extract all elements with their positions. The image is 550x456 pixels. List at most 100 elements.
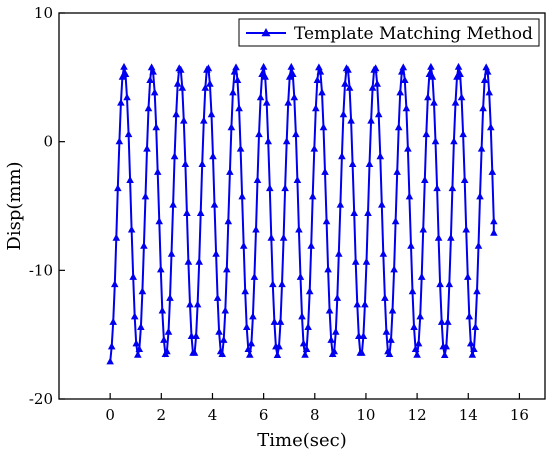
- data-point-marker: [476, 192, 484, 200]
- data-point-marker: [204, 64, 213, 72]
- data-point-marker: [218, 350, 226, 357]
- data-point-marker: [413, 350, 421, 358]
- data-point-marker: [485, 88, 493, 96]
- data-point-marker: [166, 294, 174, 301]
- data-point-marker: [348, 160, 357, 167]
- data-point-marker: [244, 345, 253, 352]
- data-point-marker: [186, 300, 194, 308]
- data-point-marker: [259, 62, 268, 70]
- data-point-marker: [126, 176, 134, 183]
- data-point-marker: [157, 265, 165, 273]
- data-point-marker: [358, 348, 366, 356]
- data-point-marker: [112, 233, 121, 241]
- x-tick-label: 2: [157, 406, 167, 424]
- data-point-marker: [338, 152, 346, 160]
- data-point-marker: [201, 83, 210, 91]
- data-point-marker: [284, 98, 292, 106]
- data-point-marker: [390, 265, 398, 273]
- data-point-marker: [408, 287, 417, 295]
- data-point-marker: [362, 257, 371, 265]
- x-tick-label: 14: [459, 406, 478, 424]
- data-point-marker: [345, 83, 354, 91]
- data-point-marker: [428, 72, 437, 80]
- data-point-marker: [292, 130, 300, 138]
- data-point-marker: [364, 209, 372, 216]
- data-point-marker: [221, 306, 229, 314]
- data-point-marker: [427, 62, 435, 70]
- data-point-marker: [462, 225, 470, 233]
- data-point-marker: [141, 192, 150, 200]
- data-point-marker: [321, 168, 329, 175]
- data-point-marker: [410, 323, 418, 330]
- data-point-marker: [312, 104, 320, 112]
- data-point-marker: [180, 116, 188, 124]
- x-tick-label: 16: [510, 406, 529, 424]
- data-point-marker: [474, 241, 483, 249]
- data-point-marker: [456, 70, 464, 77]
- data-point-marker: [441, 351, 449, 358]
- data-point-marker: [190, 348, 199, 356]
- data-point-marker: [385, 350, 394, 357]
- data-point-marker: [134, 350, 142, 358]
- data-point-marker: [468, 350, 477, 358]
- x-tick-label: 12: [408, 406, 427, 424]
- data-point-marker: [422, 130, 431, 138]
- data-point-marker: [301, 350, 309, 358]
- data-point-marker: [158, 306, 167, 314]
- data-point-marker: [421, 176, 429, 183]
- data-point-marker: [270, 317, 279, 325]
- data-point-marker: [195, 257, 203, 265]
- data-point-marker: [416, 312, 424, 320]
- data-point-marker: [411, 345, 420, 352]
- data-point-marker: [336, 200, 345, 208]
- data-point-marker: [147, 63, 156, 71]
- data-point-marker: [483, 67, 492, 75]
- data-point-marker: [430, 98, 438, 106]
- data-point-marker: [359, 332, 368, 339]
- data-point-marker: [391, 217, 400, 225]
- data-point-marker: [465, 312, 474, 320]
- data-point-marker: [470, 345, 478, 352]
- data-point-marker: [344, 65, 352, 73]
- data-point-marker: [239, 241, 248, 249]
- data-point-marker: [316, 67, 325, 75]
- data-point-marker: [487, 123, 495, 131]
- plot-area: [58, 12, 546, 400]
- data-point-marker: [140, 241, 148, 249]
- data-point-marker: [433, 184, 441, 192]
- x-tick-label: 8: [310, 406, 320, 424]
- data-point-marker: [424, 93, 432, 101]
- data-point-marker: [178, 83, 187, 91]
- data-point-marker: [361, 300, 369, 308]
- x-tick-label: 0: [105, 406, 115, 424]
- data-point-marker: [307, 241, 315, 249]
- data-point-marker: [241, 287, 249, 295]
- data-point-marker: [436, 280, 444, 288]
- data-point-marker: [490, 217, 498, 225]
- data-point-marker: [150, 88, 159, 96]
- data-point-marker: [448, 184, 457, 192]
- data-point-marker: [447, 233, 455, 241]
- data-point-marker: [172, 110, 180, 118]
- data-point-marker: [143, 144, 151, 152]
- data-point-marker: [450, 137, 458, 145]
- data-point-marker: [398, 67, 406, 75]
- data-point-marker: [138, 287, 147, 295]
- data-point-marker: [152, 123, 160, 131]
- data-point-marker: [236, 144, 245, 152]
- data-point-marker: [173, 79, 182, 87]
- data-point-marker: [477, 144, 486, 152]
- data-point-marker: [276, 317, 285, 325]
- data-point-marker: [107, 342, 116, 350]
- data-point-marker: [382, 327, 391, 335]
- data-point-marker: [200, 116, 208, 124]
- data-point-marker: [442, 342, 450, 350]
- data-point-marker: [229, 88, 237, 96]
- data-point-marker: [480, 76, 489, 83]
- y-tick-label: -20: [29, 390, 53, 408]
- data-point-marker: [310, 144, 319, 152]
- data-point-marker: [121, 70, 130, 77]
- data-point-marker: [206, 79, 214, 87]
- data-point-marker: [209, 152, 217, 160]
